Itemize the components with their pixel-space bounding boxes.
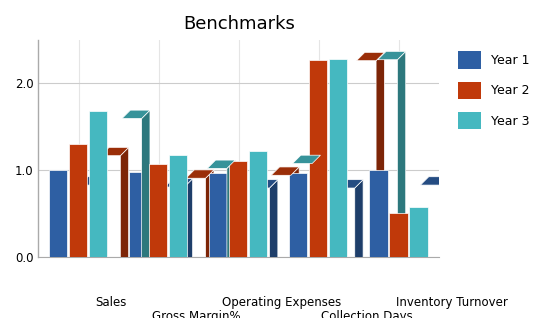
Polygon shape xyxy=(207,160,235,169)
Polygon shape xyxy=(463,219,491,227)
Polygon shape xyxy=(461,226,470,283)
Polygon shape xyxy=(227,160,235,283)
Polygon shape xyxy=(442,226,470,234)
Polygon shape xyxy=(376,52,384,283)
Title: Benchmarks: Benchmarks xyxy=(183,15,295,33)
Bar xyxy=(48,170,67,257)
Bar xyxy=(329,59,348,257)
Bar xyxy=(89,111,107,257)
Polygon shape xyxy=(164,179,192,187)
Text: Operating Expenses: Operating Expenses xyxy=(222,296,342,309)
Polygon shape xyxy=(79,177,107,185)
Polygon shape xyxy=(186,170,214,178)
Bar xyxy=(129,172,147,257)
Bar xyxy=(409,207,427,257)
Polygon shape xyxy=(101,147,129,156)
Legend: Year 1, Year 2, Year 3: Year 1, Year 2, Year 3 xyxy=(454,46,535,135)
Polygon shape xyxy=(398,52,406,283)
Bar xyxy=(148,164,167,257)
Polygon shape xyxy=(270,180,278,283)
Polygon shape xyxy=(312,155,321,283)
Bar xyxy=(169,156,187,257)
Bar xyxy=(369,170,388,257)
Bar xyxy=(249,151,267,257)
Bar xyxy=(309,60,327,257)
Polygon shape xyxy=(99,177,107,283)
Polygon shape xyxy=(483,219,491,283)
Polygon shape xyxy=(355,180,363,283)
Bar xyxy=(69,144,87,257)
Bar xyxy=(209,173,227,257)
Text: Collection Days: Collection Days xyxy=(321,310,413,318)
Text: Inventory Turnover: Inventory Turnover xyxy=(397,296,508,309)
Polygon shape xyxy=(250,180,278,188)
Polygon shape xyxy=(184,179,192,283)
Polygon shape xyxy=(122,110,150,119)
Polygon shape xyxy=(440,177,448,283)
Bar xyxy=(229,162,248,257)
Polygon shape xyxy=(335,180,363,188)
Polygon shape xyxy=(291,167,299,283)
Bar xyxy=(289,173,307,257)
Text: Sales: Sales xyxy=(96,296,127,309)
Polygon shape xyxy=(378,52,406,60)
Polygon shape xyxy=(271,167,299,175)
Polygon shape xyxy=(206,170,214,283)
Polygon shape xyxy=(142,110,150,283)
Bar xyxy=(389,213,408,257)
Polygon shape xyxy=(420,177,448,185)
Text: Gross Margin%: Gross Margin% xyxy=(152,310,241,318)
Polygon shape xyxy=(356,52,384,61)
Polygon shape xyxy=(120,147,129,283)
Polygon shape xyxy=(293,155,321,163)
